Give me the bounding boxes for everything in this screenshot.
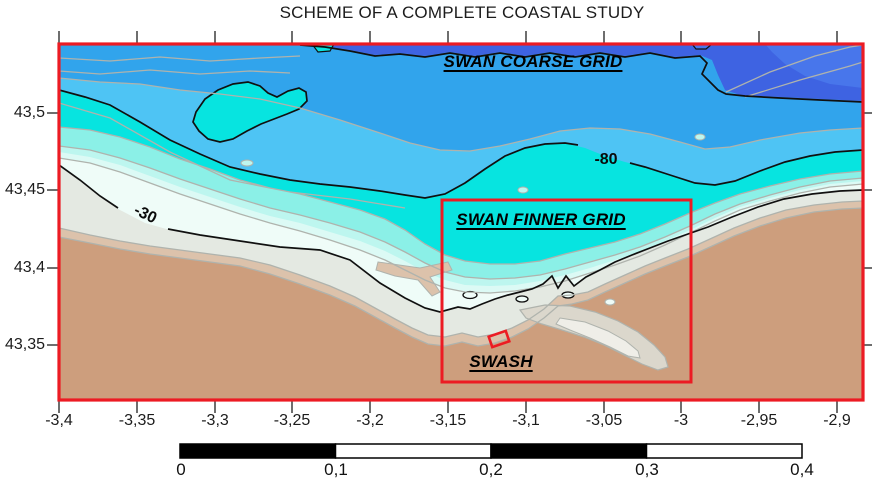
offshore-shoal-island xyxy=(192,81,308,143)
scalebar-segment-1 xyxy=(179,443,337,459)
x-tick-label: -3,25 xyxy=(273,412,311,429)
contour-line-80 xyxy=(59,89,863,199)
swash-domain-rect xyxy=(487,329,511,349)
contour-line-30-coast xyxy=(59,164,863,313)
y-tick-label: 43,45 xyxy=(4,181,45,198)
swash-label: SWASH xyxy=(469,352,533,371)
scalebar xyxy=(179,443,803,459)
lagoon-islet-1 xyxy=(462,290,478,300)
x-axis-ticks-bottom xyxy=(58,400,838,413)
x-tick-label: -3,35 xyxy=(118,412,156,429)
scalebar-label: 0,2 xyxy=(479,460,503,479)
deep-water-corner-wedge xyxy=(765,44,863,88)
x-tick-label: -3,05 xyxy=(585,412,623,429)
x-tick-label: -3,1 xyxy=(512,412,540,429)
delta-shoal-inner xyxy=(555,317,641,359)
sea-dot-2 xyxy=(517,186,529,194)
scalebar-segment-4 xyxy=(645,443,803,459)
x-tick-label: -2,9 xyxy=(823,412,851,429)
contour-label-80: -80 xyxy=(594,151,618,168)
swan-finner-grid-label: SWAN FINNER GRID xyxy=(456,210,626,229)
sea-dot-3 xyxy=(694,133,706,141)
x-tick-label: -3,2 xyxy=(356,412,384,429)
scalebar-label: 0 xyxy=(176,460,186,479)
x-axis-ticks-top xyxy=(58,31,838,44)
lagoon-islet-2 xyxy=(515,295,529,303)
x-tick-label: -3,3 xyxy=(201,412,229,429)
scalebar-label: 0,4 xyxy=(790,460,814,479)
x-tick-label: -2,95 xyxy=(740,412,778,429)
scalebar-segment-3 xyxy=(490,443,648,459)
x-tick-label: -3,15 xyxy=(429,412,467,429)
sea-dot-1 xyxy=(240,159,254,167)
swan-coarse-grid-border xyxy=(57,42,865,402)
y-tick-label: 43,35 xyxy=(4,336,45,353)
lagoon-islet-4 xyxy=(604,298,616,306)
x-tick-label: -3,4 xyxy=(45,412,73,429)
swan-finner-grid-rect xyxy=(440,198,693,384)
sand-streak xyxy=(375,261,453,297)
scalebar-segment-2 xyxy=(334,443,492,459)
y-axis-ticks-left xyxy=(47,112,59,346)
scalebar-label: 0,1 xyxy=(324,460,348,479)
figure-title: SCHEME OF A COMPLETE COASTAL STUDY xyxy=(279,3,645,22)
scalebar-label: 0,3 xyxy=(635,460,659,479)
contour-line-deep-top xyxy=(299,44,863,103)
y-tick-label: 43,5 xyxy=(13,104,45,121)
band-land-brown xyxy=(59,208,863,400)
y-tick-label: 43,4 xyxy=(13,259,45,276)
bathymetry-layers xyxy=(59,44,863,400)
deep-water-band xyxy=(300,44,863,101)
swan-coarse-grid-label: SWAN COARSE GRID xyxy=(443,52,623,71)
x-tick-label: -3 xyxy=(673,412,689,429)
